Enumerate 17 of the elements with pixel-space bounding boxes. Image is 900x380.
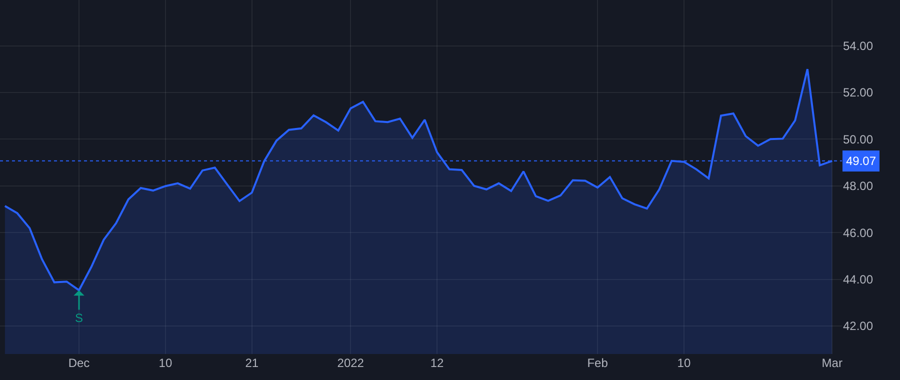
x-tick-label: Feb	[587, 356, 608, 370]
y-tick-label: 52.00	[843, 86, 874, 100]
y-tick-label: 42.00	[843, 319, 874, 334]
y-tick-label: 50.00	[843, 132, 874, 146]
x-tick-label: 10	[677, 356, 691, 370]
y-tick-label: 48.00	[843, 179, 874, 194]
x-tick-label: 21	[245, 356, 259, 370]
x-tick-label: 12	[430, 356, 444, 370]
x-tick-label: 10	[158, 356, 172, 370]
x-tick-label: Mar	[822, 356, 842, 370]
x-tick-label: 2022	[337, 356, 364, 370]
y-tick-label: 46.00	[843, 226, 874, 240]
y-tick-label: 54.00	[843, 38, 874, 53]
ref-line-label: 49.07	[846, 154, 876, 168]
x-tick-label: Dec	[68, 356, 90, 370]
y-tick-label: 44.00	[843, 272, 874, 286]
annotation: S	[75, 311, 84, 325]
